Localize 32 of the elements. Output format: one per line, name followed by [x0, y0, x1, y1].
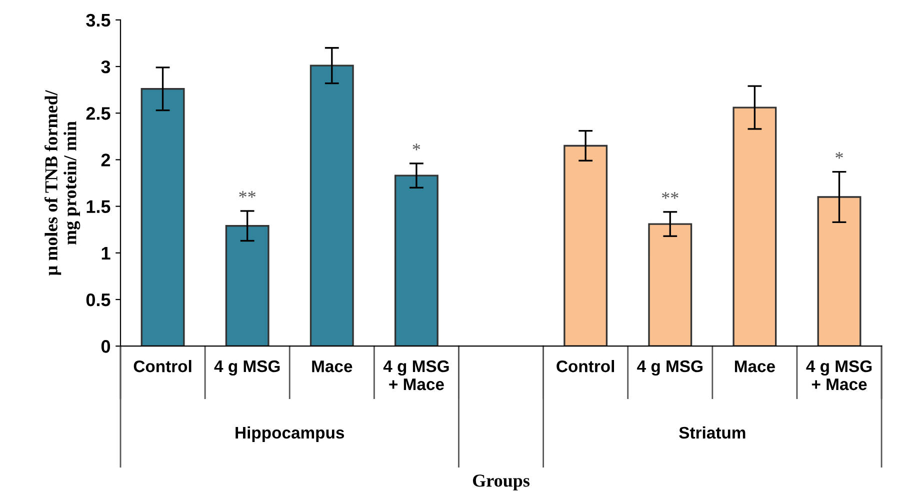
data-label: **: [239, 191, 256, 198]
text: Striatum: [679, 426, 746, 439]
y-tick-label: 3.5: [86, 14, 110, 27]
data-label: *: [836, 152, 843, 159]
y-tick-label: 1: [102, 247, 110, 260]
y-tick-label: 2: [101, 154, 110, 166]
bar: [817, 196, 862, 346]
data-label: **: [662, 192, 678, 199]
y-tick-label: 0.5: [86, 293, 110, 306]
bar: [310, 64, 354, 346]
bar: [394, 174, 438, 346]
text: Hippocampus: [236, 426, 344, 442]
bar: [648, 223, 692, 346]
y-tick-label: 3: [101, 60, 110, 74]
bar: [225, 225, 270, 346]
bar: [564, 144, 608, 346]
x-tick-label: Mace: [312, 360, 352, 372]
y-tick-label: 1.5: [86, 200, 110, 214]
x-tick-label: 4 g MSG: [214, 360, 280, 376]
x-tick-label: Control: [556, 360, 614, 372]
y-axis-title: µ moles of TNB formed/ mg protein/ min: [44, 90, 80, 276]
bar: [140, 88, 185, 346]
x-tick-label: 4 g MSG + Mace: [383, 360, 449, 390]
x-tick-label: 4 g MSG + Mace: [806, 360, 872, 390]
x-axis-title: Groups: [472, 474, 530, 490]
y-tick-label: 2.5: [86, 107, 110, 120]
x-tick-label: 4 g MSG: [637, 360, 702, 376]
x-tick-label: Control: [134, 360, 192, 372]
bar: [732, 106, 777, 346]
x-tick-label: Mace: [734, 360, 775, 372]
y-tick-label: 0: [101, 340, 110, 353]
data-label: *: [412, 144, 420, 150]
